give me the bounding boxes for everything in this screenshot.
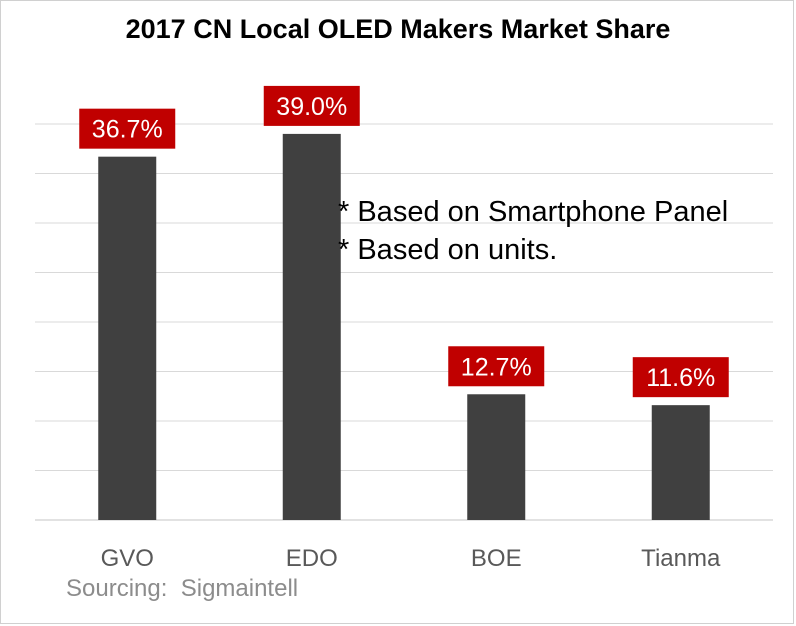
category-label-gvo: GVO [101, 545, 154, 572]
bar-gvo [98, 156, 157, 521]
data-label-edo: 39.0% [276, 93, 347, 121]
bar-boe [467, 394, 526, 520]
source-note: Sourcing: Sigmaintell [66, 575, 299, 602]
data-label-tianma: 11.6% [646, 364, 715, 392]
data-label-bg-edo [263, 85, 360, 126]
data-label-bg-boe [448, 346, 545, 387]
data-label-boe: 12.7% [461, 353, 532, 381]
chart-title: 2017 CN Local OLED Makers Market Share [125, 14, 671, 44]
note-units: * Based on units. [338, 234, 558, 266]
note-smartphone-panel: * Based on Smartphone Panel [338, 196, 729, 228]
bar-tianma [651, 405, 710, 520]
category-label-edo: EDO [286, 545, 338, 572]
category-label-boe: BOE [471, 545, 522, 572]
data-label-bg-gvo [79, 108, 176, 149]
data-label-bg-tianma [632, 357, 729, 398]
category-label-tianma: Tianma [641, 545, 721, 572]
bar-edo [282, 133, 341, 520]
data-label-gvo: 36.7% [92, 116, 163, 144]
